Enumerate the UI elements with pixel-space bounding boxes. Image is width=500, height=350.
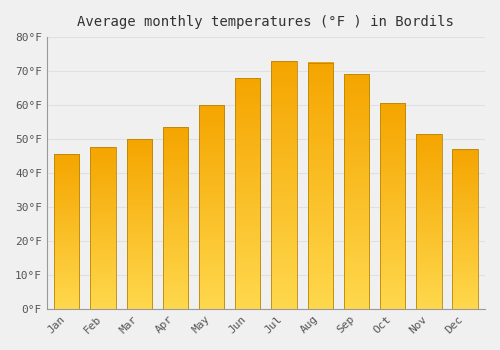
Bar bbox=[54, 154, 80, 309]
Bar bbox=[344, 75, 369, 309]
Bar bbox=[416, 134, 442, 309]
Bar bbox=[126, 139, 152, 309]
Bar bbox=[308, 63, 333, 309]
Bar bbox=[452, 149, 478, 309]
Bar bbox=[90, 147, 116, 309]
Bar bbox=[162, 127, 188, 309]
Bar bbox=[272, 61, 296, 309]
Title: Average monthly temperatures (°F ) in Bordils: Average monthly temperatures (°F ) in Bo… bbox=[78, 15, 454, 29]
Bar bbox=[199, 105, 224, 309]
Bar bbox=[380, 103, 406, 309]
Bar bbox=[235, 78, 260, 309]
